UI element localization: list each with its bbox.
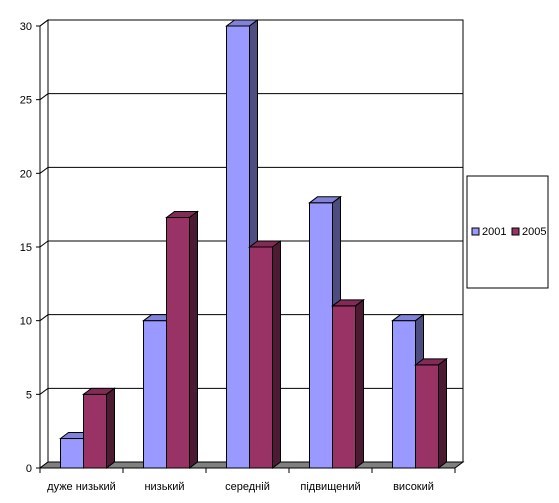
bar-front: [309, 202, 333, 469]
bar-side: [355, 298, 364, 469]
bar-front: [166, 217, 190, 469]
bar: [331, 298, 365, 469]
bars: [59, 19, 448, 469]
legend: 2001 2005: [466, 175, 549, 289]
y-tick-label: 20: [20, 168, 32, 180]
x-tick-label: високий: [393, 481, 434, 493]
bar: [82, 387, 116, 469]
gridline: [39, 93, 463, 101]
legend-box: [466, 175, 549, 289]
bar-side: [438, 357, 447, 469]
y-axis: 0 5 10 15 20 25 30: [20, 21, 41, 475]
y-tick-label: 5: [26, 389, 32, 401]
gridline: [39, 166, 463, 174]
bar: [414, 357, 448, 469]
x-tick-label: середній: [225, 481, 270, 493]
bar-front: [60, 438, 84, 469]
x-axis: дуже низький низький середній підвищений вис…: [39, 467, 456, 493]
y-tick-label: 25: [20, 95, 32, 107]
y-tick-label: 30: [20, 21, 32, 33]
bar-front: [143, 320, 167, 469]
legend-swatch: [511, 227, 520, 236]
x-tick-label: низький: [144, 481, 184, 493]
bar: [165, 210, 199, 469]
bar-side: [189, 210, 198, 469]
bar-front: [83, 393, 107, 469]
y-tick-label: 15: [20, 242, 32, 254]
bar-side: [272, 240, 281, 469]
bar-front: [332, 305, 356, 469]
legend-entry: 2001: [482, 226, 506, 238]
bar-front: [249, 246, 273, 469]
bar-side: [106, 387, 115, 469]
gridline: [39, 19, 463, 27]
x-tick-label: підвищений: [300, 481, 360, 493]
bar: [248, 240, 282, 469]
bar-front: [415, 364, 439, 469]
y-tick-label: 10: [20, 316, 32, 328]
legend-entry: 2005: [522, 226, 546, 238]
x-tick-label: дуже низький: [47, 481, 116, 493]
legend-swatch: [471, 227, 480, 236]
bar-front: [226, 25, 250, 469]
bar-front: [392, 320, 416, 469]
y-tick-label: 0: [26, 463, 32, 475]
